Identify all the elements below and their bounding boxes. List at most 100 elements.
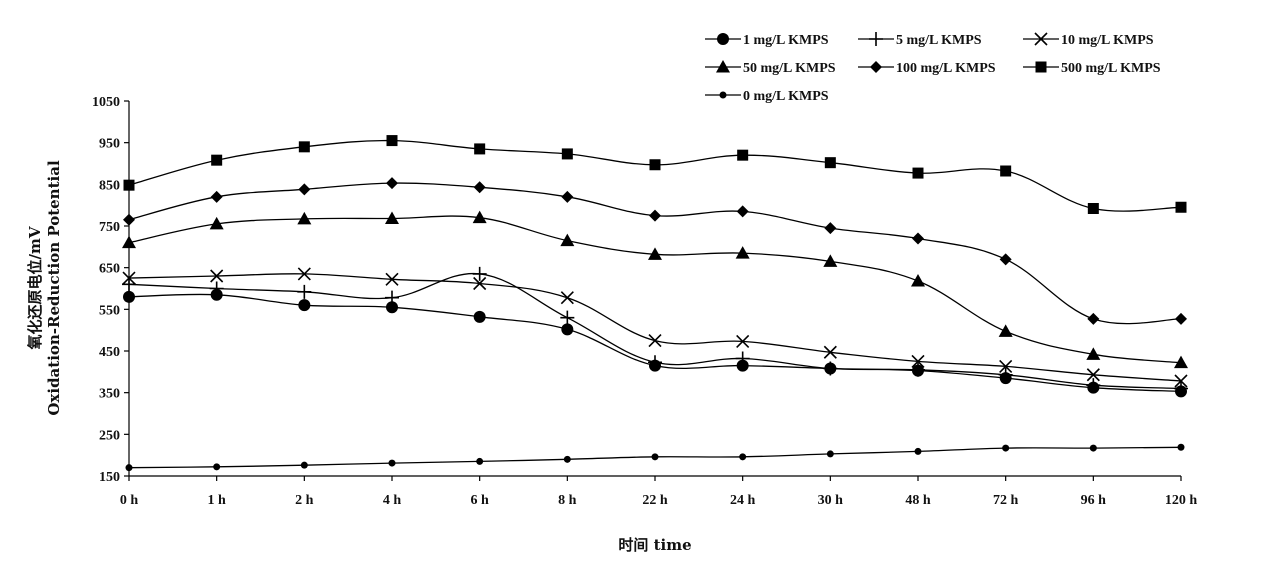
data-point xyxy=(912,232,924,245)
legend-entry: 1 mg/L KMPS xyxy=(705,33,829,48)
data-point xyxy=(1174,381,1188,396)
y-tick-label: 150 xyxy=(99,470,120,485)
data-point xyxy=(300,461,308,469)
legend-label: 10 mg/L KMPS xyxy=(1061,33,1154,48)
axes xyxy=(128,101,1181,477)
data-point xyxy=(473,181,486,194)
data-point xyxy=(298,141,310,153)
data-point xyxy=(385,211,399,224)
data-point xyxy=(649,159,661,171)
y-axis-title-line1: 氧化还原电位/mV xyxy=(26,226,44,350)
data-point xyxy=(563,455,571,463)
data-point xyxy=(473,276,487,291)
y-tick-label: 350 xyxy=(99,387,120,402)
data-point xyxy=(1174,374,1188,388)
x-tick-label: 72 h xyxy=(993,493,1019,508)
legend-marker xyxy=(1034,32,1048,46)
data-point xyxy=(1086,378,1101,393)
data-point xyxy=(1086,368,1100,382)
legend-label: 5 mg/L KMPS xyxy=(896,33,982,48)
data-point xyxy=(561,190,574,203)
data-point xyxy=(298,299,311,312)
data-point xyxy=(560,291,574,305)
data-point xyxy=(561,323,574,336)
data-point xyxy=(823,254,838,267)
data-point xyxy=(648,334,662,348)
x-tick-label: 120 h xyxy=(1165,493,1198,508)
x-tick-label: 1 h xyxy=(208,493,227,508)
series-50-mgL xyxy=(122,210,1188,369)
data-point xyxy=(209,281,224,296)
data-point xyxy=(823,361,838,376)
y-tick-label: 250 xyxy=(99,428,120,443)
x-tick-label: 8 h xyxy=(558,493,577,508)
data-point xyxy=(1175,201,1187,213)
data-point xyxy=(1177,443,1185,451)
x-tick-label: 22 h xyxy=(642,493,668,508)
data-point xyxy=(122,271,136,285)
x-tick-label: 24 h xyxy=(730,493,756,508)
y-axis-title: 氧化还原电位/mV Oxidation-Reduction Potential xyxy=(26,160,63,416)
data-point xyxy=(210,190,223,203)
y-tick-label: 950 xyxy=(99,137,120,152)
data-point xyxy=(1087,203,1099,214)
x-ticks: 0 h 1 h 2 h 4 h 6 h 8 h 22 h 24 h 30 h 48 h 72 h 96… xyxy=(120,476,1198,508)
data-point xyxy=(297,267,311,281)
y-tick-label: 850 xyxy=(99,178,120,193)
data-point xyxy=(386,135,398,147)
data-point xyxy=(1175,312,1187,325)
data-point xyxy=(826,450,834,458)
x-tick-label: 30 h xyxy=(818,493,844,508)
data-point xyxy=(298,183,311,196)
legend-label: 1 mg/L KMPS xyxy=(743,33,829,48)
legend-entry: 5 mg/L KMPS xyxy=(858,32,982,48)
legend-marker xyxy=(870,61,882,73)
legend-marker xyxy=(719,91,727,99)
data-point xyxy=(476,457,484,465)
x-axis-title: 时间 time xyxy=(618,536,691,554)
legend-label: 500 mg/L KMPS xyxy=(1061,61,1161,76)
data-point xyxy=(998,367,1013,382)
data-point xyxy=(1089,444,1097,452)
legend-marker xyxy=(716,60,730,73)
series-0-mgL xyxy=(125,443,1185,472)
data-point xyxy=(824,157,836,169)
data-point xyxy=(297,211,312,225)
legend-label: 100 mg/L KMPS xyxy=(896,61,996,76)
x-tick-label: 2 h xyxy=(295,493,314,508)
x-tick-label: 96 h xyxy=(1081,493,1107,508)
series-line xyxy=(128,139,1182,212)
data-point xyxy=(823,345,837,359)
data-point xyxy=(211,154,223,166)
data-point xyxy=(648,247,662,260)
series-10-mgL xyxy=(122,267,1188,388)
data-point xyxy=(560,310,575,325)
legend-entry: 500 mg/L KMPS xyxy=(1023,61,1161,76)
data-point xyxy=(560,233,575,247)
data-point xyxy=(1087,312,1100,325)
legend-marker xyxy=(869,32,883,46)
data-point xyxy=(651,453,659,461)
data-point xyxy=(1002,444,1010,452)
data-point xyxy=(388,459,396,467)
data-point xyxy=(911,274,925,287)
series-5-mgL xyxy=(122,266,1188,396)
legend-entry: 0 mg/L KMPS xyxy=(705,89,829,104)
data-point xyxy=(385,290,399,305)
data-point xyxy=(911,354,925,368)
data-point xyxy=(999,253,1012,266)
data-point xyxy=(385,272,399,286)
data-point xyxy=(209,216,224,230)
series-100-mgL xyxy=(123,177,1187,325)
data-point xyxy=(561,148,573,160)
data-point xyxy=(911,362,925,377)
data-point xyxy=(736,334,750,348)
x-tick-label: 4 h xyxy=(383,493,402,508)
data-point xyxy=(123,179,135,191)
data-point xyxy=(1000,165,1012,177)
data-point xyxy=(122,235,136,249)
legend-entry: 100 mg/L KMPS xyxy=(858,61,996,76)
y-axis-title-line2: Oxidation-Reduction Potential xyxy=(45,160,63,416)
data-point xyxy=(123,213,135,226)
